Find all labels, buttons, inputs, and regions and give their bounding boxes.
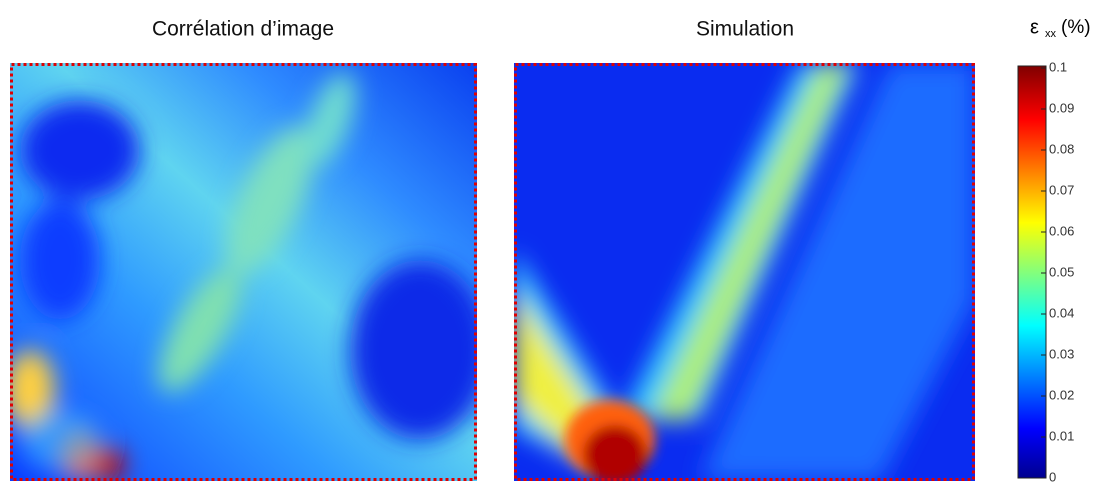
tick-label: 0.06: [1049, 223, 1074, 238]
colorbar-symbol: ε: [1030, 16, 1039, 38]
panel-border: [10, 63, 477, 481]
panel-border: [514, 63, 975, 481]
tick-label: 0.03: [1049, 346, 1074, 361]
colorbar-unit: (%): [1061, 17, 1091, 38]
heatmap-correlation: [10, 63, 477, 481]
tick-label: 0.05: [1049, 264, 1074, 279]
panel-title: Corrélation d’image: [152, 18, 334, 41]
tick-label: 0.07: [1049, 182, 1074, 197]
tick-label: 0.04: [1049, 305, 1074, 320]
tick-label: 0: [1049, 469, 1056, 483]
tick-label: 0.09: [1049, 100, 1074, 115]
colorbar: [1017, 65, 1047, 479]
tick-label: 0.08: [1049, 141, 1074, 156]
colorbar-subscript: xx: [1045, 28, 1057, 40]
tick-label: 0.01: [1049, 428, 1074, 443]
tick-label: 0.1: [1049, 59, 1067, 74]
heatmap-simulation: [514, 63, 975, 481]
panel-title: Simulation: [696, 18, 794, 41]
tick-label: 0.02: [1049, 387, 1074, 402]
